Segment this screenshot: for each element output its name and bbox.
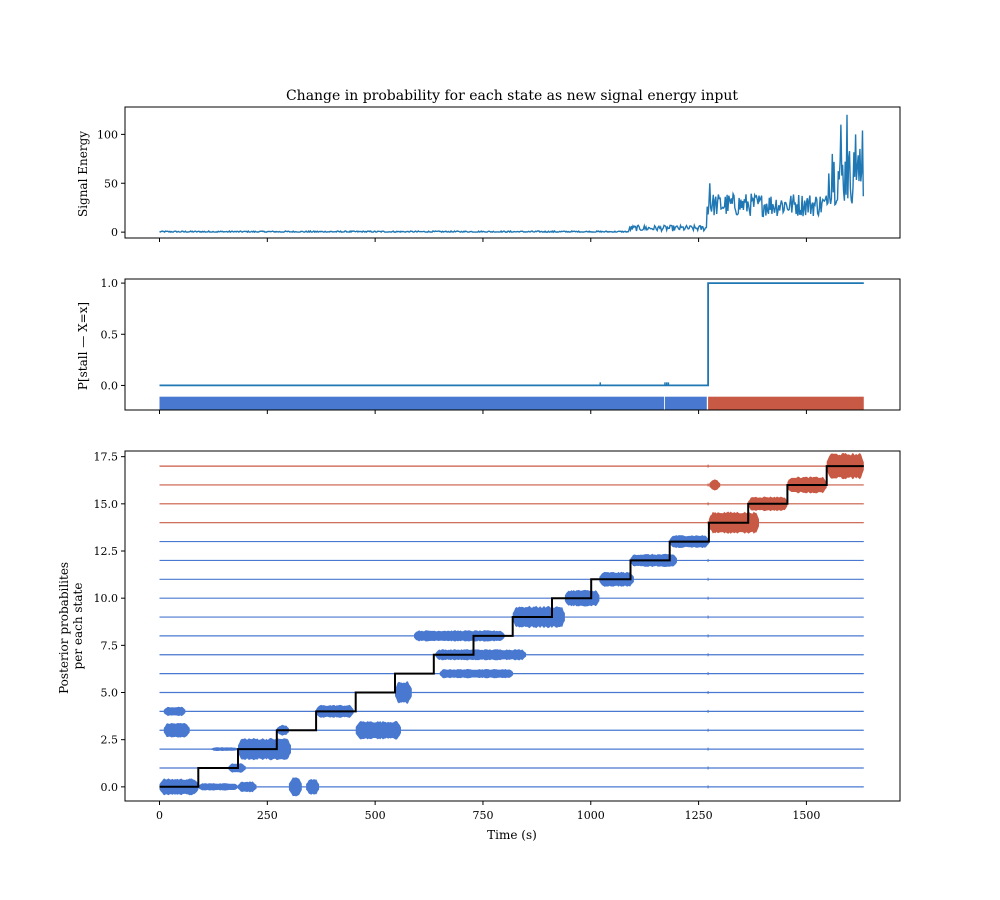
posterior-xtick-label: 0: [156, 809, 163, 822]
posterior-ytick-label: 2.5: [101, 734, 119, 747]
stall-probability-ylabel: P[stall — X=x]: [76, 302, 90, 390]
posterior-ytick-label: 5.0: [101, 687, 119, 700]
signal-ytick-label: 0: [111, 226, 118, 239]
signal-energy-ylabel: Signal Energy: [76, 131, 90, 217]
posterior-xtick-label: 750: [472, 809, 493, 822]
posterior-xtick-label: 500: [365, 809, 386, 822]
signal-energy-line: [159, 114, 864, 234]
posterior-xtick-label: 1250: [685, 809, 713, 822]
posterior-band-state-4: [163, 706, 186, 717]
posterior-band-state-3: [355, 720, 401, 740]
state-bar-segment-normal: [664, 396, 707, 410]
prob-ytick-label: 1.0: [101, 277, 119, 290]
posterior-band-state-2: [211, 747, 238, 751]
posterior-ylabel: Posterior probabilites per each state: [57, 558, 85, 694]
posterior-ylabel-line-1: Posterior probabilites: [57, 562, 71, 694]
posterior-band-state-0: [306, 779, 320, 795]
posterior-ytick-label: 15.0: [94, 498, 119, 511]
signal-ytick-label: 50: [104, 177, 118, 190]
posterior-xtick-label: 1000: [577, 809, 605, 822]
posterior-band-state-6: [439, 669, 514, 679]
posterior-xtick-label: 250: [257, 809, 278, 822]
state-bar: [159, 396, 864, 410]
chart-title: Change in probability for each state as …: [286, 88, 738, 104]
posterior-band-state-0: [288, 777, 302, 797]
signal-ytick-label: 100: [97, 128, 118, 141]
posterior-ytick-label: 0.0: [101, 781, 119, 794]
time-xlabel: Time (s): [487, 828, 537, 842]
posterior-ticks: 0 250 500 750 1000 1250 1500 0.0 2.5 5.0 7.5 10.0 12…: [94, 451, 821, 822]
posterior-panel: Posterior probabilites per each state 0 2…: [57, 450, 901, 842]
signal-energy-series: [159, 114, 864, 234]
stall-probability-frame: [124, 278, 901, 411]
most-likely-state-line: [159, 465, 864, 788]
state-bar-segment-normal: [159, 396, 665, 410]
signal-energy-ticks: 0 50 100: [97, 128, 807, 242]
state-bar-segment-stall: [708, 396, 864, 410]
posterior-ytick-label: 12.5: [94, 545, 119, 558]
posterior-band-state-5: [395, 681, 412, 704]
stall-probability-ticks: 0.0 0.5 1.0: [101, 277, 807, 414]
prob-ytick-label: 0.5: [101, 328, 119, 341]
state-baselines: [159, 464, 864, 789]
posterior-band-state-0: [238, 781, 257, 793]
signal-energy-panel: Change in probability for each state as …: [76, 88, 901, 242]
signal-energy-frame: [124, 106, 901, 239]
posterior-band-state-3: [163, 723, 190, 738]
stall-probability-panel: P[stall — X=x] 0.0 0.5 1.0: [76, 277, 901, 414]
posterior-ytick-label: 17.5: [94, 451, 119, 464]
prob-ytick-label: 0.0: [101, 379, 119, 392]
posterior-band-state-16: [709, 479, 721, 491]
stall-probability-series: [159, 282, 864, 387]
posterior-frame: [124, 450, 901, 802]
stall-probability-line: [159, 282, 864, 387]
posterior-ytick-label: 7.5: [101, 639, 119, 652]
posterior-band-state-0: [198, 783, 238, 791]
posterior-band-state-8: [414, 630, 505, 642]
posterior-band-state-7: [435, 649, 527, 661]
posterior-xtick-label: 1500: [792, 809, 820, 822]
posterior-ytick-label: 10.0: [94, 592, 119, 605]
most-likely-state-path: [159, 465, 864, 788]
posterior-ylabel-line-2: per each state: [71, 583, 85, 670]
